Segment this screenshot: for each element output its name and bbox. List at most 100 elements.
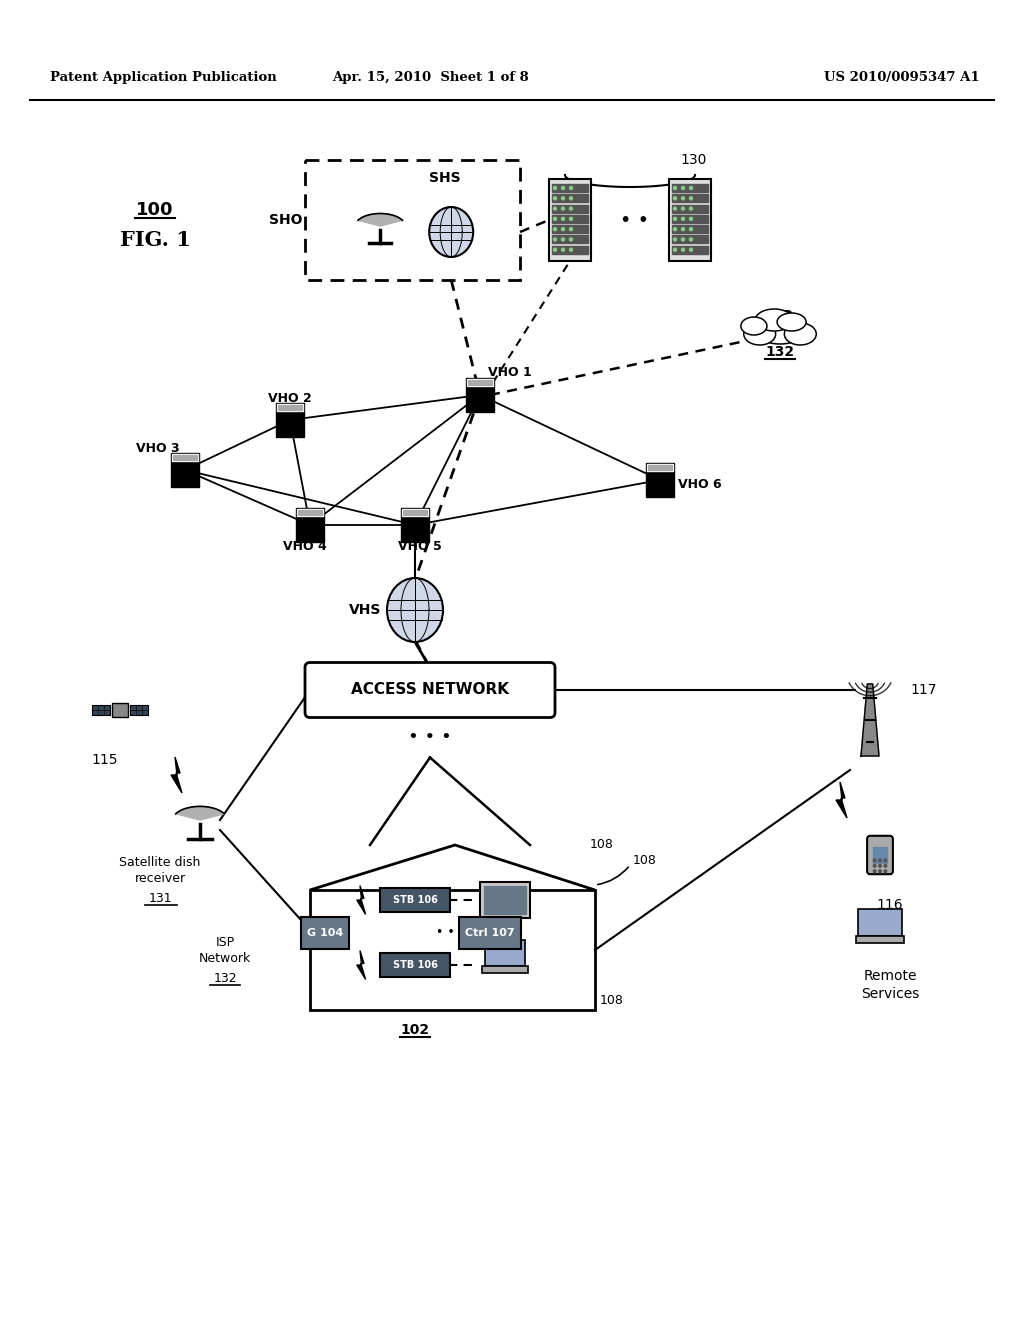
Circle shape	[879, 859, 882, 862]
Polygon shape	[358, 214, 402, 226]
FancyBboxPatch shape	[459, 917, 521, 949]
Ellipse shape	[740, 317, 767, 335]
Circle shape	[569, 238, 572, 242]
Circle shape	[569, 218, 572, 220]
Text: ISP
Network: ISP Network	[199, 936, 251, 965]
Text: VHO 1: VHO 1	[488, 367, 531, 380]
Bar	[552, 183, 588, 191]
Text: STB 106: STB 106	[392, 895, 437, 906]
Text: 108: 108	[590, 838, 613, 851]
Bar	[672, 183, 708, 191]
Circle shape	[682, 218, 684, 220]
Text: SHO: SHO	[269, 213, 303, 227]
Bar	[403, 510, 427, 515]
Bar	[858, 908, 901, 936]
Circle shape	[554, 207, 556, 210]
Ellipse shape	[784, 323, 816, 345]
Circle shape	[879, 865, 882, 867]
Circle shape	[554, 248, 556, 251]
Bar	[552, 215, 588, 223]
Circle shape	[873, 859, 876, 862]
Circle shape	[569, 197, 572, 199]
Ellipse shape	[387, 578, 443, 642]
Text: VHO 3: VHO 3	[136, 441, 180, 454]
Text: FIG. 1: FIG. 1	[120, 230, 190, 249]
Bar	[276, 403, 304, 437]
Circle shape	[561, 207, 564, 210]
Bar	[92, 705, 110, 715]
Circle shape	[689, 197, 692, 199]
Circle shape	[682, 197, 684, 199]
Bar	[112, 704, 128, 717]
Bar	[672, 246, 708, 253]
Polygon shape	[356, 886, 366, 915]
Ellipse shape	[777, 313, 806, 331]
Bar	[305, 160, 520, 280]
Circle shape	[569, 248, 572, 251]
Circle shape	[674, 207, 677, 210]
Circle shape	[689, 227, 692, 231]
Circle shape	[554, 186, 556, 190]
Bar	[480, 882, 529, 917]
Text: • •: • •	[435, 927, 455, 940]
Circle shape	[682, 238, 684, 242]
Bar	[466, 378, 494, 412]
Bar	[298, 510, 322, 515]
Bar	[552, 235, 588, 243]
FancyBboxPatch shape	[867, 836, 893, 874]
Circle shape	[554, 218, 556, 220]
Circle shape	[873, 870, 876, 873]
FancyBboxPatch shape	[380, 953, 450, 977]
Circle shape	[561, 248, 564, 251]
Circle shape	[561, 238, 564, 242]
Text: VHO 6: VHO 6	[678, 479, 722, 491]
Bar	[296, 508, 324, 543]
Bar	[647, 465, 673, 471]
Bar	[402, 510, 428, 516]
Bar	[310, 890, 595, 1010]
Bar	[297, 510, 323, 516]
Circle shape	[884, 870, 887, 873]
Text: 132: 132	[213, 972, 237, 985]
Bar	[173, 455, 197, 459]
Ellipse shape	[743, 323, 775, 345]
Circle shape	[689, 207, 692, 210]
Bar	[669, 180, 711, 261]
Bar	[672, 194, 708, 202]
Circle shape	[569, 227, 572, 231]
Polygon shape	[836, 781, 847, 818]
Text: 115: 115	[92, 752, 118, 767]
Circle shape	[674, 186, 677, 190]
Circle shape	[682, 207, 684, 210]
Text: US 2010/0095347 A1: US 2010/0095347 A1	[824, 71, 980, 84]
Text: Patent Application Publication: Patent Application Publication	[50, 71, 276, 84]
Circle shape	[682, 227, 684, 231]
Circle shape	[884, 865, 887, 867]
Bar	[278, 405, 302, 411]
Ellipse shape	[756, 309, 793, 331]
Circle shape	[561, 218, 564, 220]
Bar	[672, 226, 708, 234]
Text: 102: 102	[400, 1023, 429, 1038]
Circle shape	[674, 197, 677, 199]
Text: SHS: SHS	[429, 172, 461, 185]
Circle shape	[873, 865, 876, 867]
Circle shape	[689, 248, 692, 251]
Text: STB 106: STB 106	[392, 960, 437, 970]
Text: ISP
Network: ISP Network	[746, 309, 813, 341]
Bar	[646, 463, 674, 498]
Bar	[468, 380, 492, 385]
Text: 108: 108	[633, 854, 656, 866]
Bar	[172, 454, 198, 461]
Polygon shape	[356, 950, 366, 979]
Circle shape	[569, 186, 572, 190]
Circle shape	[674, 227, 677, 231]
Text: 131: 131	[148, 891, 172, 904]
Text: VHO 2: VHO 2	[268, 392, 312, 404]
Text: • • •: • • •	[409, 729, 452, 747]
Text: Satellite dish
receiver: Satellite dish receiver	[120, 855, 201, 884]
Text: ACCESS NETWORK: ACCESS NETWORK	[351, 682, 509, 697]
Circle shape	[561, 197, 564, 199]
Circle shape	[689, 186, 692, 190]
Text: VHS: VHS	[349, 603, 381, 616]
